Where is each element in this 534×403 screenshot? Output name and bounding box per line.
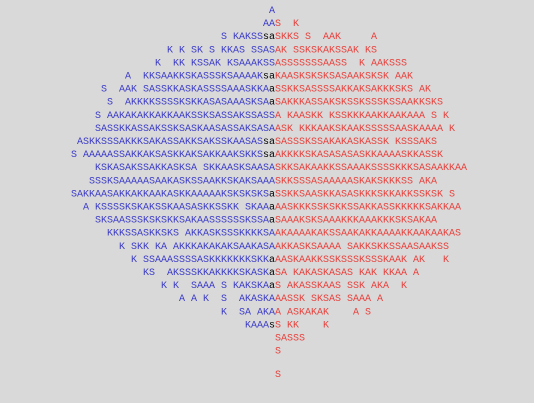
red-segment: AKKASKSAAAA SAKKSKKSSAASAAKSS — [275, 241, 449, 252]
blue-segment: K SSAAASSSSASKKKKKKKSKK — [131, 255, 269, 266]
black-segment: a — [269, 84, 275, 95]
blue-segment: K SA AKA — [221, 307, 275, 318]
blue-segment: A — [269, 6, 275, 17]
red-segment: S — [275, 346, 281, 357]
art-line: A — [269, 6, 275, 17]
black-segment: a — [269, 215, 275, 226]
art-line: KAAAsS KK K — [245, 320, 329, 331]
red-segment: AASKAAKKSSKSSSKSSSKAAK AK K — [275, 255, 449, 266]
blue-segment: SSSKSAAAAASAAKASKSSAAKKSKAKSAAA — [89, 176, 275, 187]
red-segment: AASSK SKSAS SAAA A — [275, 294, 383, 305]
black-segment: a — [269, 97, 275, 108]
art-line: S KAKSSsaSKKS S AAK A — [221, 32, 377, 43]
art-line: A A K S AKASKAAASSK SKSAS SAAA A — [179, 294, 383, 305]
blue-segment: S AAK SASSKKASKASSSSAAASKKA — [101, 84, 269, 95]
blue-segment: S AKKKKSSSSKSKKASASAAASKSA — [107, 97, 269, 108]
red-segment: AASKKKSSKSKKSSAKKASSKKKKKSAKKAA — [275, 202, 461, 213]
red-segment: AK SSKSKAKSSAK KS — [275, 45, 377, 56]
blue-segment: K K SK S KKAS SSAS — [167, 45, 275, 56]
red-segment: ASSSSSSSAASS K AAKSSS — [275, 58, 407, 69]
red-segment: S AKASSKAAS SSK AKA K — [275, 281, 407, 292]
red-segment: AKKKKSKASASASASKKAAAASKKASSK — [275, 150, 443, 161]
black-segment: a — [269, 202, 275, 213]
red-segment: A KAASKK KSSKKKAAKKAAKAAA S K — [275, 110, 449, 121]
art-line: K K SAAA S KAKSKAaS AKASSKAAS SSK AKA K — [161, 281, 407, 292]
art-line: K KK KSSAK KSAAAKSSASSSSSSSAASS K AAKSSS — [155, 58, 407, 69]
art-line: S — [275, 370, 281, 381]
red-segment: S KK K — [275, 320, 329, 331]
black-segment: a — [269, 268, 275, 279]
art-line: S AAK SASSKKASKASSSSAAASKKAaSSKKSASSSSAK… — [101, 84, 431, 95]
black-segment: sa — [263, 32, 275, 43]
art-line: KS AKSSSKKAKKKKSKASKaSA KAKASKASAS KAK K… — [143, 268, 419, 279]
red-segment: SAKKKASSAKSKSSKSSSKSSAAKKSKS — [275, 97, 443, 108]
art-line: SAKKAASAKKAKKAAKASKKAAAAAKSKSKSKSaSSKKSA… — [71, 189, 455, 200]
blue-segment: KS AKSSSKKAKKKKSKASK — [143, 268, 269, 279]
red-segment: SAAAKSKSAAAKKKAAAKKKSKSAKAA — [275, 215, 437, 226]
blue-segment: A KSSSSKSKAKSSKAASASKKSSKK SKAA — [83, 202, 269, 213]
art-line: S AAKAKAKKAKKAAKSSKSASSAKSSASSA KAASKK K… — [95, 110, 449, 121]
art-line: KKKSSASKKSKS AKKASKSSSKKKKSAAKAAAAKAKSSA… — [107, 228, 461, 239]
art-line: S AKKKKSSSSKSKKASASAAASKSAaSAKKKASSAKSKS… — [107, 97, 443, 108]
red-segment: A ASKAKAK A S — [275, 307, 371, 318]
blue-segment: AA — [263, 19, 275, 30]
art-line: K SA AKAA ASKAKAK A S — [221, 307, 371, 318]
art-line: K K SK S KKAS SSASAK SSKSKAKSSAK KS — [167, 45, 377, 56]
red-segment: SASSS — [275, 333, 305, 344]
red-segment: SASSSKSSAKAKASKASSK KSSSAKS — [275, 137, 437, 148]
art-line: A KSSSSKSKAKSSKAASASKKSSKK SKAAaAASKKKSS… — [83, 202, 461, 213]
art-line: KSKASAKSSAKKASKSA SKKAASKSAASASKKSAKAAKK… — [95, 163, 467, 174]
black-segment: a — [269, 255, 275, 266]
blue-segment: A A K S AKASKA — [179, 294, 275, 305]
art-line: SSSKSAAAAASAAKASKSSAAKKSKAKSAAASKKSSSASA… — [89, 176, 437, 187]
blue-segment: SKSAASSSKSKSKKSAKAASSSSSSKSSA — [95, 215, 269, 226]
art-line: AAS K — [263, 19, 299, 30]
art-line: S — [275, 346, 281, 357]
blue-segment: KKKSSASKKSKS AKKASKSSSKKKKSA — [107, 228, 275, 239]
art-line: SASSKKASSAKSSKSASKAASASSAKSASAASK KKKAAK… — [95, 124, 455, 135]
blue-segment: K SKK KA AKKKAKAKAKSAAKASA — [119, 241, 275, 252]
blue-segment: A KKSAAKKSKASSSKSAAAAK — [125, 71, 263, 82]
red-segment: SKKSAKAAKKSSAAAKSSSSKKKSASAAKKAA — [275, 163, 467, 174]
red-segment: S — [275, 370, 281, 381]
red-segment: SSKKSASSSSAKKAKSAKKKSKS AK — [275, 84, 431, 95]
art-line: SASSS — [275, 333, 305, 344]
art-line: S AAAAASSAKKAKSASKKAKSAKKAAKSKKSsaAKKKKS… — [71, 150, 443, 161]
red-segment: SSKKSAASKKASASKKKSKKAKKSSKSK S — [275, 189, 455, 200]
art-line: K SKK KA AKKKAKAKAKSAAKASAAKKASKSAAAA SA… — [119, 241, 449, 252]
blue-segment: KSKASAKSSAKKASKSA SKKAASKSAASA — [95, 163, 275, 174]
red-segment: S K — [275, 19, 299, 30]
black-segment: sa — [263, 71, 275, 82]
black-segment: a — [269, 189, 275, 200]
black-segment: s — [269, 320, 275, 331]
blue-segment: S KAKSS — [221, 32, 263, 43]
art-line: K SSAAASSSSASKKKKKKKSKKaAASKAAKKSSKSSSKS… — [131, 255, 449, 266]
art-line: ASKKSSSAKKKSAKASSAKKSAKSSKAASASsaSASSSKS… — [77, 137, 437, 148]
blue-segment: KAAA — [245, 320, 269, 331]
blue-segment: S AAKAKAKKAKKAAKSSKSASSAKSSASS — [95, 110, 275, 121]
red-segment: AKAAAAKAKSSAAKAKKAAAAKKAAKAAKAS — [275, 228, 461, 239]
black-segment: a — [269, 281, 275, 292]
red-segment: SA KAKASKASAS KAK KKAA A — [275, 268, 419, 279]
black-segment: sa — [263, 150, 275, 161]
red-segment: SKKS S AAK A — [275, 32, 377, 43]
red-segment: SKKSSSASAAAAASKAKSKKKSS AKA — [275, 176, 437, 187]
blue-segment: ASKKSSSAKKKSAKASSAKKSAKSSKAASAS — [77, 137, 263, 148]
red-segment: KAASKSKSKSASAAKSKSK AAK — [275, 71, 413, 82]
blue-segment: K K SAAA S KAKSKA — [161, 281, 269, 292]
blue-segment: S AAAAASSAKKAKSASKKAKSAKKAAKSKKS — [71, 150, 263, 161]
blue-segment: SASSKKASSAKSSKSASKAASASSAKSASA — [95, 124, 275, 135]
black-segment: sa — [263, 137, 275, 148]
art-line: A KKSAAKKSKASSSKSAAAAKsaKAASKSKSKSASAAKS… — [125, 71, 413, 82]
art-line: SKSAASSSKSKSKKSAKAASSSSSSKSSAaSAAAKSKSAA… — [95, 215, 437, 226]
red-segment: ASK KKKAAKSKAAKSSSSSAASKAAAA K — [275, 124, 455, 135]
blue-segment: SAKKAASAKKAKKAAKASKKAAAAAKSKSKSKS — [71, 189, 269, 200]
blue-segment: K KK KSSAK KSAAAKSS — [155, 58, 275, 69]
